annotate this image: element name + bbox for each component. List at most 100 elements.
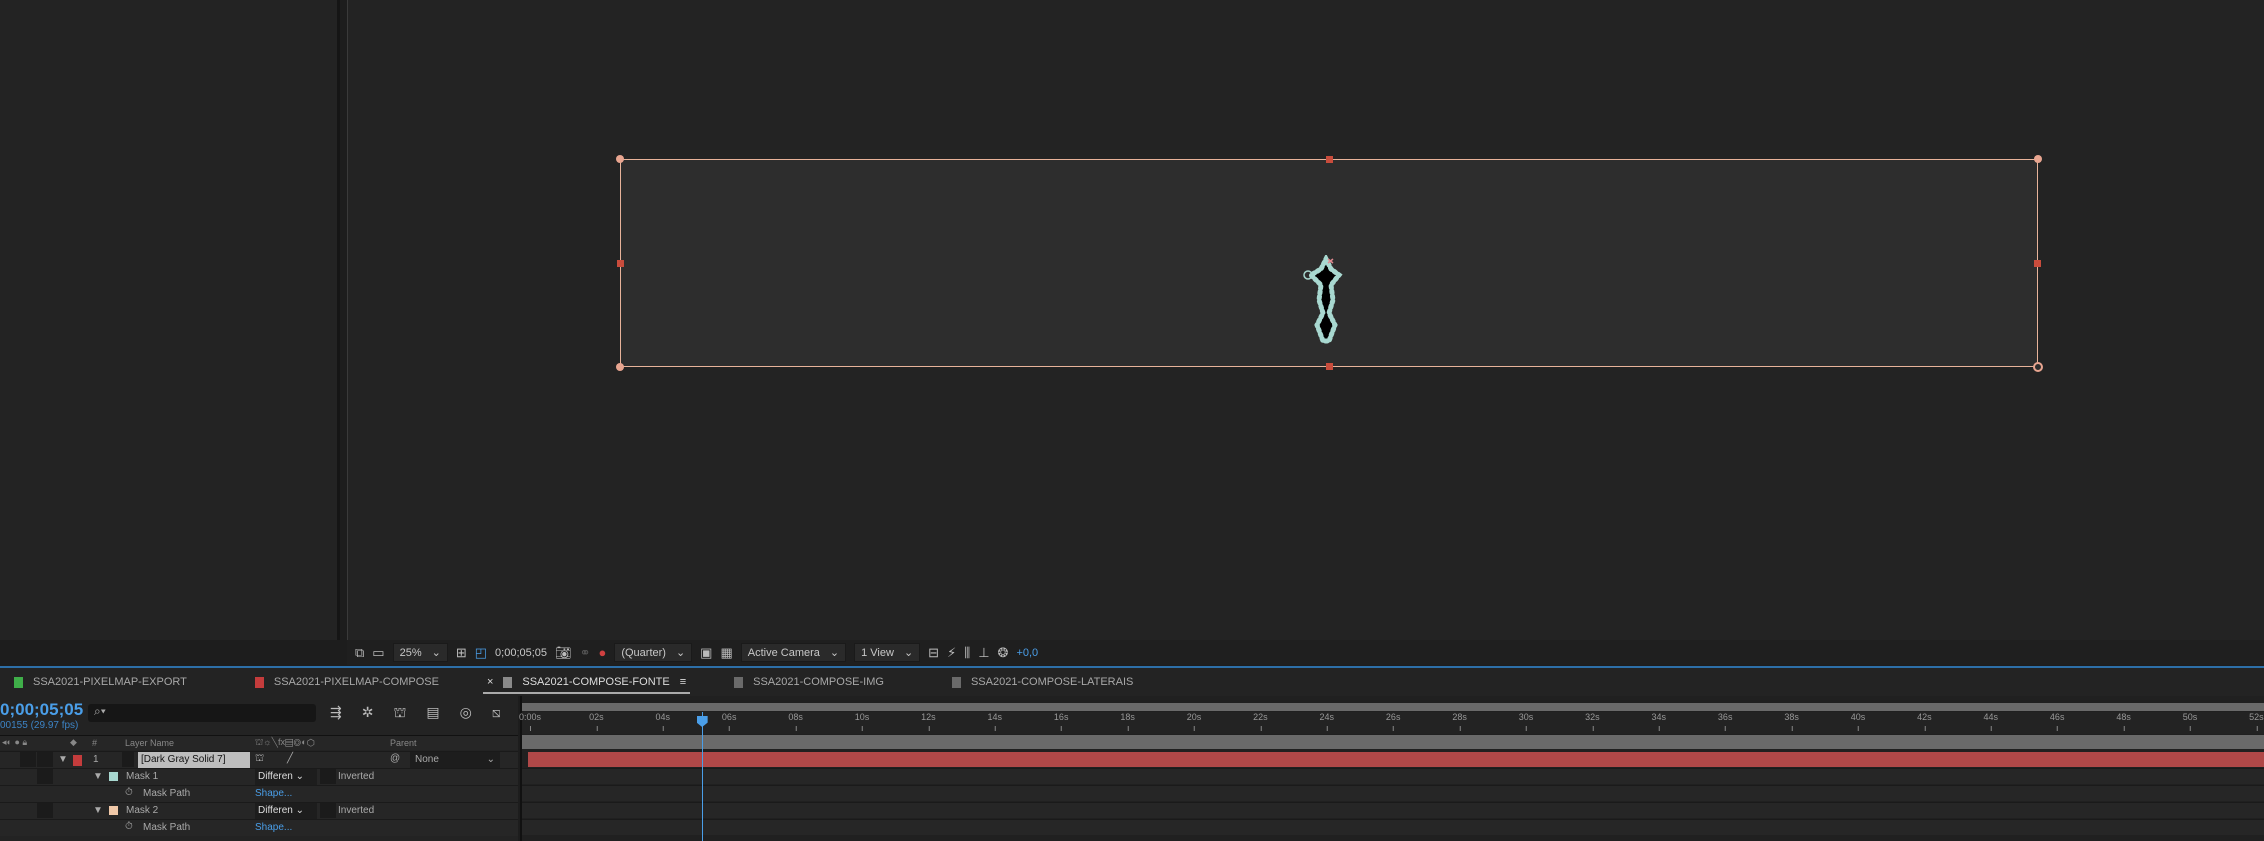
camera-dropdown[interactable]: Active Camera ⌄ <box>740 643 847 662</box>
safe-zones-icon[interactable]: ⊞ <box>455 644 467 660</box>
expand-triangle-icon[interactable]: ▼ <box>93 805 103 816</box>
draft-3d-icon[interactable]: ✲ <box>361 704 374 720</box>
mask-color-swatch[interactable] <box>109 806 118 815</box>
work-area-bar[interactable] <box>522 735 2264 749</box>
property-row[interactable]: ⏱︎ Mask Path Shape... <box>0 819 518 836</box>
tab-pixelmap-export[interactable]: SSA2021-PIXELMAP-EXPORT <box>0 668 201 696</box>
layer-name-column[interactable]: Layer Name <box>125 738 175 748</box>
edge-handle[interactable] <box>1326 363 1333 370</box>
transparency-grid-icon[interactable]: ▦ <box>720 644 733 660</box>
mask-shape-link[interactable]: Shape... <box>255 822 293 833</box>
num-column: # <box>92 738 98 748</box>
viewer-timecode[interactable]: 0;00;05;05 <box>495 646 548 659</box>
pickwhip-icon[interactable]: @ <box>390 753 401 764</box>
layer-index: 1 <box>93 754 99 765</box>
mask-name[interactable]: Mask 2 <box>126 805 159 816</box>
show-snapshot-icon[interactable]: ⚭ <box>579 644 591 660</box>
corner-handle[interactable] <box>616 363 624 371</box>
solo-toggle[interactable] <box>37 752 53 767</box>
region-of-interest-icon[interactable]: ▣ <box>700 644 713 660</box>
time-navigator[interactable] <box>522 703 2264 711</box>
mask-row[interactable]: ▼ Mask 2 Differen ⌄ Inverted <box>0 802 518 819</box>
layer-duration-bar[interactable] <box>528 752 2264 767</box>
solo-toggle[interactable] <box>37 769 53 784</box>
chevron-down-icon: ⌄ <box>431 647 441 659</box>
mask-color-swatch[interactable] <box>109 772 118 781</box>
fast-previews-icon[interactable]: ⚡︎ <box>947 644 957 660</box>
edge-handle[interactable] <box>2034 260 2041 267</box>
property-row[interactable]: ⏱︎ Mask Path Shape... <box>0 785 518 802</box>
tab-pixelmap-compose[interactable]: SSA2021-PIXELMAP-COMPOSE <box>241 668 453 696</box>
stopwatch-icon[interactable]: ⏱︎ <box>125 787 133 798</box>
track-row <box>522 785 2264 801</box>
shy-switch-icon[interactable]: ⛫ <box>255 753 265 764</box>
timeline-icon[interactable]: ⫼ <box>964 644 971 660</box>
tab-compose-fonte[interactable]: × SSA2021-COMPOSE-FONTE ≡ <box>473 668 700 696</box>
mask-name[interactable]: Mask 1 <box>126 771 159 782</box>
tab-label: SSA2021-COMPOSE-LATERAIS <box>970 676 1134 688</box>
property-name: Mask Path <box>143 788 191 799</box>
tab-compose-img[interactable]: SSA2021-COMPOSE-IMG <box>720 668 898 696</box>
snapshot-icon[interactable]: 📷︎ <box>555 644 572 660</box>
visibility-toggle[interactable] <box>20 752 36 767</box>
comp-mini-flowchart-icon[interactable]: ⇶ <box>330 704 342 720</box>
menu-icon[interactable]: ≡ <box>679 676 687 688</box>
view-layout-dropdown[interactable]: 1 View ⌄ <box>854 643 921 662</box>
reset-exposure-icon[interactable]: ❂ <box>997 644 1009 660</box>
inverted-checkbox[interactable] <box>320 769 336 784</box>
channel-icon[interactable]: ● <box>598 645 607 660</box>
frame-blending-icon[interactable]: ▤ <box>426 704 440 720</box>
exposure-value[interactable]: +0,0 <box>1016 646 1039 659</box>
zoom-dropdown[interactable]: 25% ⌄ <box>392 643 448 662</box>
corner-handle[interactable] <box>2033 362 2043 372</box>
edge-handle[interactable] <box>1326 156 1333 163</box>
project-panel <box>0 0 340 640</box>
toggle-pixel-aspect-icon[interactable]: ⊟ <box>928 644 940 660</box>
mask-shape-link[interactable]: Shape... <box>255 788 293 799</box>
corner-handle[interactable] <box>2034 155 2042 163</box>
column-header: ◂◐ ● 🔒︎ ◆ # Layer Name ⛫☼╲fx▤◎◐⬡ Parent <box>0 735 518 750</box>
layer-row[interactable]: ▼ 1 [Dark Gray Solid 7] ⛫ ╱ @ None ⌄ <box>0 751 518 768</box>
expand-triangle-icon[interactable]: ▼ <box>58 754 68 765</box>
flowchart-icon[interactable]: ⊥ <box>978 644 990 660</box>
mask-mode: Differen <box>258 771 293 782</box>
ruler-tick: 14s <box>987 712 1003 731</box>
quality-switch-icon[interactable]: ╱ <box>287 753 294 764</box>
always-preview-icon[interactable]: ⧉ <box>355 644 365 660</box>
ruler-tick: 48s <box>2116 712 2131 731</box>
stopwatch-icon[interactable]: ⏱︎ <box>125 821 133 832</box>
label-swatch[interactable] <box>73 755 82 766</box>
ruler-tick: 06s <box>721 712 737 731</box>
close-icon[interactable]: × <box>486 676 494 688</box>
mask-mode-dropdown[interactable]: Differen ⌄ <box>255 803 317 819</box>
corner-handle[interactable] <box>616 155 624 163</box>
mask-mode-dropdown[interactable]: Differen ⌄ <box>255 769 317 785</box>
property-name: Mask Path <box>143 822 191 833</box>
graph-editor-icon[interactable]: ⧅ <box>491 704 501 720</box>
motion-blur-icon[interactable]: ◎ <box>459 704 472 720</box>
tab-compose-laterais[interactable]: SSA2021-COMPOSE-LATERAIS <box>938 668 1147 696</box>
chevron-down-icon: ⌄ <box>675 647 686 659</box>
inverted-checkbox[interactable] <box>320 803 336 818</box>
tab-label: SSA2021-PIXELMAP-COMPOSE <box>273 676 439 688</box>
shy-icon[interactable]: ⛫ <box>393 704 407 720</box>
expand-triangle-icon[interactable]: ▼ <box>93 771 103 782</box>
edge-handle[interactable] <box>617 260 624 267</box>
inverted-label: Inverted <box>338 805 375 816</box>
current-time-indicator-head[interactable] <box>696 716 708 727</box>
composition-frame[interactable] <box>616 155 2043 372</box>
mask-row[interactable]: ▼ Mask 1 Differen ⌄ Inverted <box>0 768 518 785</box>
mask-shape[interactable] <box>1301 255 1351 345</box>
current-time-indicator[interactable] <box>701 712 703 841</box>
layer-name[interactable]: [Dark Gray Solid 7] <box>138 752 250 768</box>
parent-dropdown[interactable]: None ⌄ <box>410 752 500 768</box>
solo-toggle[interactable] <box>37 803 53 818</box>
mask-visibility-icon[interactable]: ◰ <box>474 644 488 660</box>
timeline-timecode[interactable]: 0;00;05;05 <box>0 700 84 719</box>
monitor-icon[interactable]: ▭ <box>372 644 385 660</box>
layer-search-input[interactable]: ⌕▾ <box>88 704 316 722</box>
zoom-value: 25% <box>399 646 422 659</box>
parent-column: Parent <box>390 738 417 748</box>
time-ruler[interactable]: 0:00s 02s 04s 06s 08s 10s 12s 14s 16s 18s 20s 22s 24… <box>519 712 2264 734</box>
resolution-dropdown[interactable]: (Quarter) ⌄ <box>614 643 693 662</box>
